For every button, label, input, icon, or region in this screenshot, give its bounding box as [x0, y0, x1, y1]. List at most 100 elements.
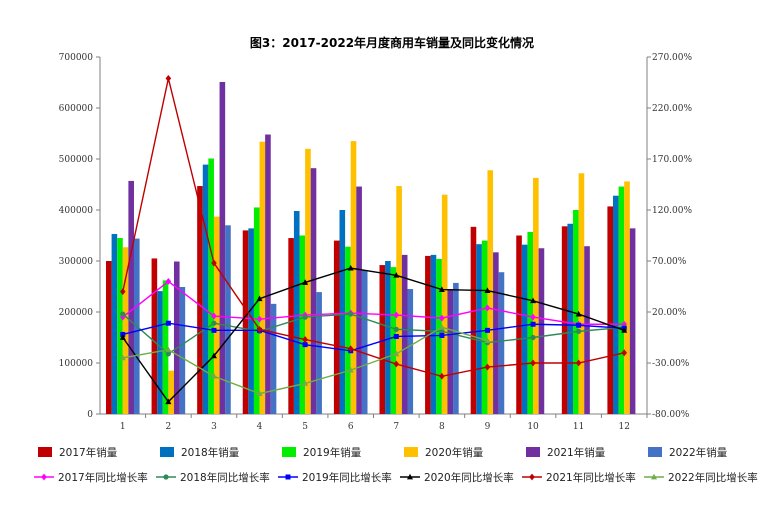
point-2018年同比增长率 — [120, 311, 126, 317]
x-tick-label: 2 — [166, 422, 172, 432]
left-y-tick-label: 700000 — [59, 53, 94, 63]
bar-2017年销量 — [379, 265, 386, 414]
point-2021年同比增长率 — [119, 288, 126, 295]
point-2021年同比增长率 — [575, 359, 582, 367]
chart-title: 图3：2017-2022年月度商用车销量及同比变化情况 — [250, 35, 534, 50]
x-tick-label: 1 — [120, 422, 126, 432]
bar-2020年销量 — [578, 173, 585, 414]
bar-2018年销量 — [202, 164, 209, 414]
bar-2022年销量 — [225, 225, 231, 414]
bar-2022年销量 — [179, 287, 186, 414]
legend-swatch — [38, 447, 52, 457]
bar-2017年销量 — [470, 226, 477, 414]
legend-label: 2022年销量 — [669, 446, 728, 459]
x-tick-label: 11 — [573, 422, 584, 432]
left-y-tick-label: 400000 — [59, 206, 94, 216]
axis-labels: 0 100000 200000 300000 400000 500000 600000 700… — [59, 53, 693, 432]
bar-2021年销量 — [401, 254, 408, 414]
point-2020年同比增长率 — [302, 279, 309, 285]
left-y-tick-label: 500000 — [59, 155, 94, 165]
bar-2022年销量 — [270, 303, 277, 414]
bar-2021年销量 — [128, 180, 134, 414]
point-2018年同比增长率 — [211, 320, 217, 326]
point-2018年同比增长率 — [393, 326, 399, 332]
legend-marker — [163, 474, 169, 480]
x-tick-label: 6 — [348, 422, 354, 432]
legend-label: 2022年同比增长率 — [668, 471, 758, 484]
bar-2019年销量 — [390, 267, 397, 414]
bar-2018年销量 — [339, 210, 346, 414]
point-2019年同比增长率 — [165, 320, 171, 326]
bar-2022年销量 — [453, 282, 459, 414]
bar-2021年销量 — [356, 186, 362, 414]
bar-2020年销量 — [441, 194, 448, 414]
point-2021年同比增长率 — [347, 345, 354, 353]
right-y-tick-label: -30.00% — [652, 359, 690, 369]
left-y-tick-label: 100000 — [59, 359, 94, 369]
point-2021年同比增长率 — [530, 359, 536, 367]
bar-2019年销量 — [253, 207, 260, 414]
legend-swatch — [648, 447, 662, 457]
bar-2019年销量 — [345, 246, 351, 414]
point-2021年同比增长率 — [211, 259, 217, 267]
bar-2017年销量 — [288, 238, 294, 414]
right-y-tick-label: 70.00% — [652, 257, 687, 267]
x-tick-label: 7 — [393, 422, 399, 432]
legend-label: 2019年销量 — [303, 446, 362, 459]
bar-2018年销量 — [111, 233, 118, 414]
point-2019年同比增长率 — [211, 327, 217, 333]
legend-swatch — [404, 447, 418, 457]
bar-2020年销量 — [350, 141, 357, 414]
point-2018年同比增长率 — [348, 311, 354, 317]
point-2019年同比增长率 — [576, 322, 582, 328]
bar-2021年销量 — [447, 289, 454, 414]
left-y-tick-label: 600000 — [59, 104, 94, 114]
right-y-tick-label: 20.00% — [652, 308, 687, 318]
point-2020年同比增长率 — [621, 327, 628, 333]
bar-2021年销量 — [219, 81, 226, 415]
point-2017年同比增长率 — [439, 314, 445, 322]
bar-2022年销量 — [407, 289, 414, 414]
point-2020年同比增长率 — [393, 272, 400, 278]
point-2017年同比增长率 — [393, 311, 400, 319]
point-2021年同比增长率 — [393, 360, 400, 368]
point-2020年同比增长率 — [347, 264, 354, 271]
bar-2017年销量 — [151, 258, 158, 414]
point-2017年同比增长率 — [211, 312, 217, 320]
bar-2018年销量 — [293, 211, 300, 414]
legend-marker — [41, 473, 47, 481]
bar-2020年销量 — [168, 370, 174, 414]
legend-marker — [285, 474, 291, 480]
bar-2022年销量 — [498, 272, 505, 414]
bar-2017年销量 — [516, 235, 522, 414]
bar-2018年销量 — [157, 291, 163, 414]
point-2022年同比增长率 — [165, 346, 172, 353]
point-2017年同比增长率 — [256, 315, 263, 323]
bar-2020年销量 — [624, 181, 630, 414]
bar-2021年销量 — [173, 261, 180, 414]
left-y-tick-label: 0 — [87, 410, 93, 420]
x-tick-label: 4 — [257, 422, 263, 432]
bar-2018年销量 — [521, 244, 528, 414]
line-2021年同比增长率 — [122, 78, 625, 377]
bar-2018年销量 — [385, 261, 391, 414]
bar-2022年销量 — [361, 270, 368, 414]
legend-label: 2020年同比增长率 — [424, 471, 514, 484]
bar-2019年销量 — [117, 238, 123, 414]
point-2021年同比增长率 — [621, 349, 628, 357]
point-2019年同比增长率 — [484, 327, 490, 333]
legend-swatch — [282, 447, 296, 457]
x-tick-label: 3 — [211, 422, 217, 432]
legend-marker — [651, 473, 657, 480]
point-2021年同比增长率 — [165, 75, 172, 82]
right-y-tick-label: -80.00% — [652, 410, 690, 420]
line-2020年同比增长率 — [122, 267, 625, 403]
legend-label: 2017年同比增长率 — [58, 471, 148, 484]
bar-2019年销量 — [208, 158, 214, 414]
point-2022年同比增长率 — [302, 380, 309, 386]
bar-2020年销量 — [396, 186, 402, 414]
point-2020年同比增长率 — [119, 334, 126, 340]
right-y-tick-label: 220.00% — [652, 104, 692, 114]
point-2020年同比增长率 — [575, 310, 582, 317]
bar-2019年销量 — [618, 186, 625, 414]
